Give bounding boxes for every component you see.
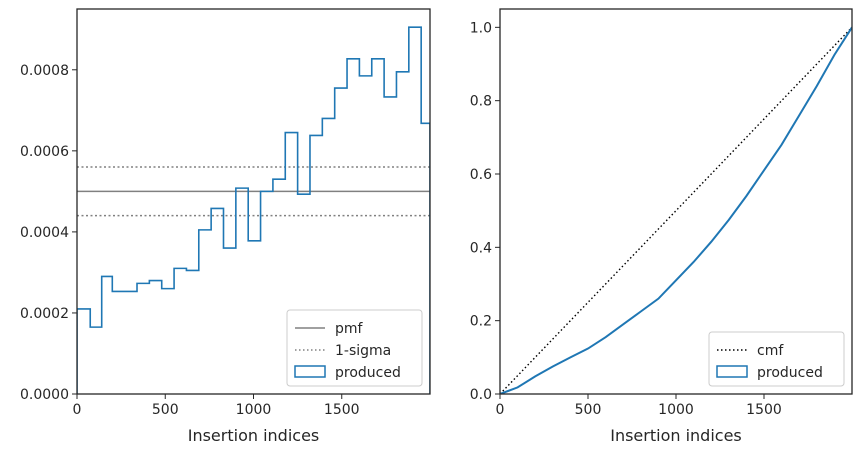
x-axis-label: Insertion indices [610,426,742,445]
y-tick-label: 0.0 [470,387,492,403]
axes-1: 0 500 1000 1500 0.0000 0.0002 0.0004 0.0006 0.00… [20,8,431,445]
plot-area-1 [77,26,430,394]
legend-label: produced [335,365,401,381]
legend: cmf produced [708,331,845,387]
y-tick-label: 0.0006 [20,144,69,160]
axes-2: 0 500 1000 1500 0.0 0.2 0.4 0.6 0.8 1.0 Insertion … [470,8,853,445]
histogram-step [77,26,430,394]
y-tick-label: 0.0000 [20,387,69,403]
x-tick-label: 1500 [324,402,360,418]
plot-area-2 [500,26,852,394]
x-tick-label: 1000 [236,402,272,418]
y-tick-label: 0.2 [470,314,492,330]
axes-frame [499,8,853,395]
produced-line [500,26,852,394]
legend-label: produced [757,365,823,381]
y-tick-label: 0.8 [470,94,492,110]
y-tick-label: 1.0 [470,20,492,36]
legend-frame [708,331,845,387]
axes-frame [76,8,431,395]
legend-label: pmf [335,321,364,337]
y-tick-label: 0.0008 [20,63,69,79]
legend-frame [286,309,423,387]
y-tick-label: 0.4 [470,240,492,256]
legend-swatch [294,365,326,378]
x-tick-label: 500 [575,402,602,418]
legend-label: cmf [757,343,784,359]
y-tick-label: 0.0002 [20,306,69,322]
x-tick-label: 1500 [746,402,782,418]
x-tick-label: 1000 [658,402,694,418]
x-tick-label: 0 [73,402,82,418]
legend-swatch [716,365,748,378]
y-tick-label: 0.0004 [20,225,69,241]
legend-label: 1-sigma [335,343,391,359]
x-axis-label: Insertion indices [188,426,320,445]
y-tick-label: 0.6 [470,167,492,183]
x-tick-label: 500 [152,402,179,418]
x-tick-label: 0 [496,402,505,418]
legend: pmf 1-sigma produced [286,309,423,387]
cmf-line [500,26,852,394]
